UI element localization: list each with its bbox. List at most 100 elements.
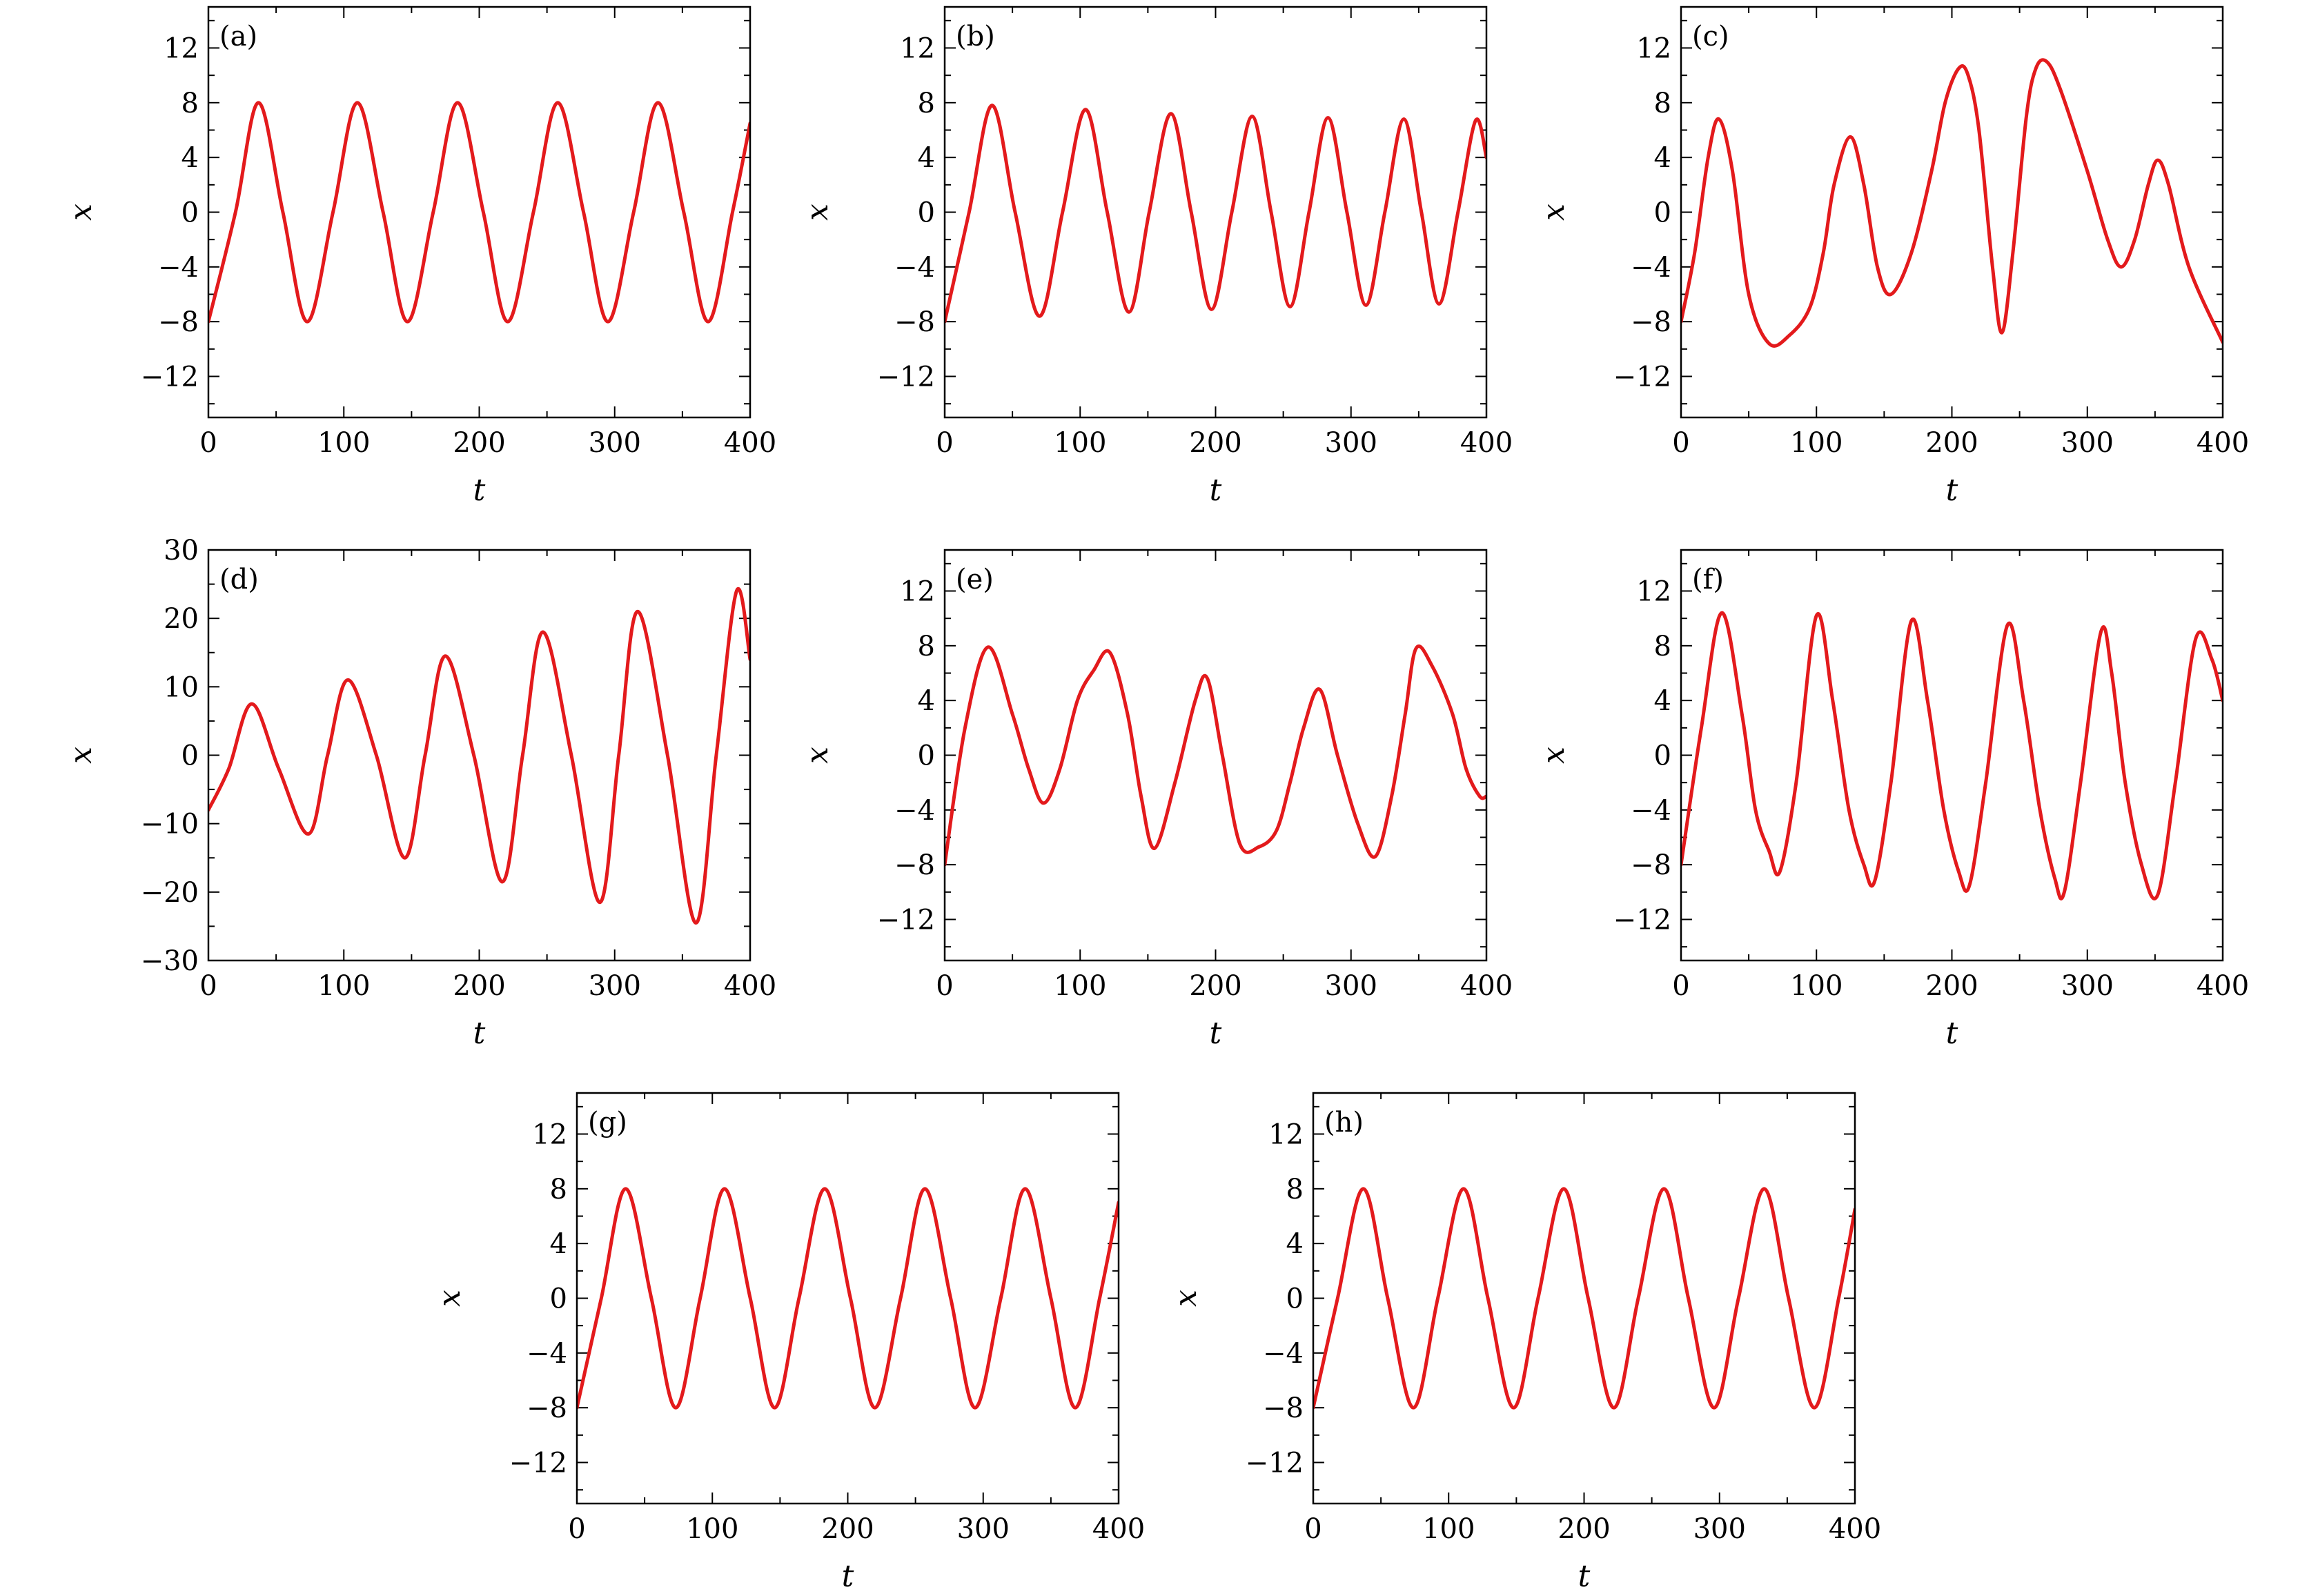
plot-frame [1680,6,2224,419]
x-tick-label: 0 [1672,427,1689,459]
y-tick-label: −12 [1246,1448,1304,1479]
series-line-1 [1681,611,2223,900]
x-tick-label: 200 [1558,1513,1610,1545]
series-line-1 [208,587,750,925]
x-axis-title: t [1210,1016,1222,1051]
y-tick-label: 0 [1654,197,1671,229]
x-tick-label: 400 [1460,427,1513,459]
y-tick-label: 0 [1286,1283,1304,1315]
panel-label: (e) [956,564,994,595]
y-tick-label: 12 [900,576,935,608]
y-tick-label: −12 [509,1448,567,1479]
x-axis-title: t [842,1559,854,1594]
panel-label: (c) [1692,21,1729,52]
panel-label: (g) [588,1107,627,1139]
y-tick-label: −8 [158,306,199,338]
x-tick-label: 200 [453,970,505,1002]
x-tick-label: 300 [1693,1513,1746,1545]
x-axis-title: t [473,1016,486,1051]
x-tick-label: 400 [1460,970,1513,1002]
panel-label: (h) [1324,1107,1364,1139]
y-tick-label: 12 [900,33,935,65]
panel-label: (a) [219,21,257,52]
x-axis-title: t [1946,1016,1958,1051]
y-tick-label: 12 [1636,33,1671,65]
y-tick-label: −10 [141,809,199,840]
y-tick-label: 4 [550,1228,567,1260]
x-tick-label: 200 [821,1513,874,1545]
y-tick-label: 4 [1286,1228,1304,1260]
x-tick-label: 0 [1672,970,1689,1002]
y-tick-label: 30 [164,535,199,567]
y-tick-label: 0 [181,197,199,229]
y-tick-label: −4 [894,795,935,827]
y-tick-label: −8 [894,306,935,338]
x-tick-label: 0 [936,970,953,1002]
x-tick-label: 400 [2197,427,2249,459]
x-tick-label: 300 [1325,970,1377,1002]
y-tick-label: 8 [918,88,935,119]
y-tick-label: 8 [918,631,935,662]
y-tick-label: 20 [164,603,199,635]
x-tick-label: 100 [317,427,370,459]
x-axis-title: t [1946,473,1958,508]
x-tick-label: 200 [1189,970,1241,1002]
x-axis-title: t [1210,473,1222,508]
x-tick-label: 400 [1829,1513,1881,1545]
y-tick-label: 4 [181,142,199,174]
y-tick-label: 0 [1654,740,1671,772]
series-line-1 [1681,58,2223,348]
y-tick-label: 8 [1654,631,1671,662]
y-tick-label: 8 [1654,88,1671,119]
y-tick-label: −4 [1631,795,1671,827]
series-line-1 [577,1187,1119,1410]
chart-panel-6: 0 100 200 300 400 −12 −8 −4 0 4 8 12 (f) t x [1536,549,2249,1051]
x-tick-label: 300 [2061,427,2114,459]
x-tick-label: 0 [1304,1513,1321,1545]
y-tick-label: 0 [550,1283,567,1315]
x-tick-label: 100 [686,1513,738,1545]
x-tick-label: 0 [199,427,217,459]
series-line-1 [208,101,750,324]
y-tick-label: 0 [918,197,935,229]
chart-panel-1: 0 100 200 300 400 −12 −8 −4 0 4 8 12 (a) t x [63,6,776,508]
x-tick-label: 300 [589,970,641,1002]
x-tick-label: 300 [1325,427,1377,459]
y-tick-label: −4 [894,252,935,284]
y-tick-label: −12 [877,905,935,936]
y-tick-label: −4 [527,1338,567,1370]
y-tick-label: 4 [1654,142,1671,174]
panel-label: (d) [219,564,259,595]
y-tick-label: −12 [877,362,935,393]
x-tick-label: 0 [199,970,217,1002]
y-tick-label: 8 [1286,1174,1304,1205]
y-tick-label: 12 [1268,1119,1304,1151]
x-tick-label: 400 [724,970,776,1002]
chart-panel-8: 0 100 200 300 400 −12 −8 −4 0 4 8 12 (h) t x [1168,1092,1881,1594]
x-tick-label: 100 [1790,970,1843,1002]
series-line-1 [945,104,1486,324]
plot-frame [943,6,1488,419]
x-tick-label: 0 [936,427,953,459]
y-tick-label: −12 [1613,362,1671,393]
y-axis-title: x [432,1290,467,1307]
chart-panel-7: 0 100 200 300 400 −12 −8 −4 0 4 8 12 (g) t x [432,1092,1145,1594]
y-tick-label: 4 [1654,685,1671,717]
x-tick-label: 400 [724,427,776,459]
y-tick-label: −4 [1631,252,1671,284]
chart-panel-2: 0 100 200 300 400 −12 −8 −4 0 4 8 12 (b) t x [800,6,1513,508]
panel-label: (f) [1692,564,1724,595]
x-tick-label: 100 [317,970,370,1002]
plot-frame [207,549,751,962]
y-tick-label: −12 [1613,905,1671,936]
plot-frame [1312,1092,1856,1505]
y-axis-title: x [63,204,99,221]
x-tick-label: 200 [1925,427,1978,459]
chart-panel-5: 0 100 200 300 400 −12 −8 −4 0 4 8 12 (e) t x [800,549,1513,1051]
y-tick-label: 4 [918,142,935,174]
x-tick-label: 300 [589,427,641,459]
y-tick-label: −4 [1263,1338,1304,1370]
y-tick-label: 12 [1636,576,1671,608]
y-tick-label: −8 [1631,306,1671,338]
